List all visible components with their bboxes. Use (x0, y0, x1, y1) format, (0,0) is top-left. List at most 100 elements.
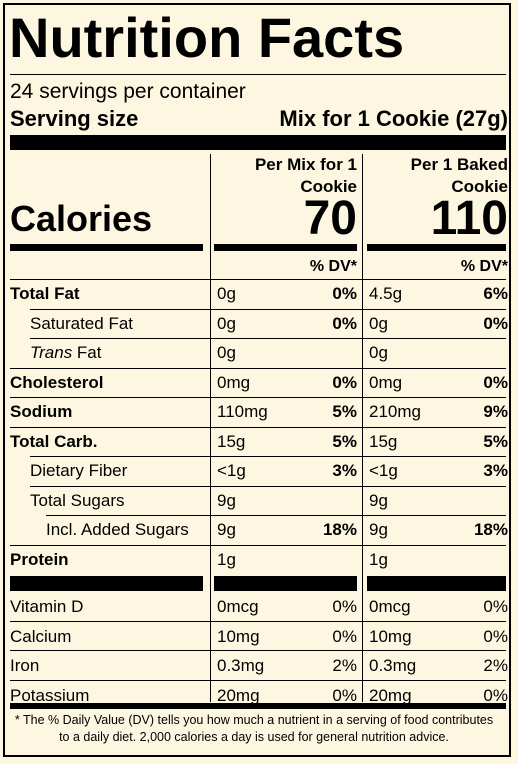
nutrient-name: Cholesterol (10, 373, 104, 393)
column-header-baked-line2: Cookie (451, 177, 508, 196)
nutrient-name-text: Sodium (10, 402, 73, 421)
mix-daily-value: 3% (332, 461, 357, 480)
nutrient-name: Dietary Fiber (30, 461, 127, 481)
mineral-mix-amount: 0mcg (217, 597, 259, 616)
calories-bar-baked (367, 244, 506, 251)
column-header-mix: Per Mix for 1 Cookie (255, 154, 357, 198)
mix-amount: <1g (217, 461, 246, 480)
mix-amount: 0g (217, 284, 236, 303)
baked-daily-value: 9% (483, 402, 508, 421)
mineral-baked-daily-value: 0% (483, 597, 508, 616)
baked-amount: 9g (369, 520, 388, 539)
row-divider (30, 485, 506, 487)
mineral-mix-amount: 20mg (217, 685, 260, 705)
row-divider (10, 397, 506, 398)
mineral-baked-amount: 20mg (369, 685, 412, 705)
mix-daily-value: 0% (332, 372, 357, 392)
baked-amount: 0g (369, 313, 388, 333)
servings-per-container: 24 servings per container (10, 80, 246, 103)
thick-divider (10, 135, 506, 150)
row-divider (10, 367, 506, 369)
nutrient-name-text: Protein (10, 549, 69, 569)
mix-amount: 9g (217, 490, 236, 510)
baked-daily-value: 0% (483, 372, 508, 392)
mineral-mix-daily-value: 0% (332, 626, 357, 646)
serving-size-label: Serving size (10, 106, 139, 131)
nutrient-name: Trans Fat (30, 343, 102, 363)
footnote-divider (10, 703, 506, 709)
mineral-mix-daily-value: 0% (332, 685, 357, 705)
nutrient-name-text: Cholesterol (10, 372, 104, 392)
calories-bar-mix (214, 244, 357, 251)
nutrient-name: Protein (10, 550, 69, 570)
baked-amount: 210mg (369, 402, 421, 421)
mineral-mix-amount: 10mg (217, 626, 260, 646)
column-header-baked: Per 1 Baked Cookie (411, 154, 508, 198)
nutrient-name-text: Total Carb. (10, 431, 98, 451)
mix-amount: 0g (217, 343, 236, 362)
calories-mix: 70 (303, 192, 357, 245)
baked-amount: 9g (369, 490, 388, 510)
row-divider (10, 279, 506, 280)
row-divider (10, 544, 506, 546)
baked-daily-value: 0% (483, 313, 508, 333)
nutrient-name-text: Dietary Fiber (30, 461, 128, 480)
mix-amount: 0mg (217, 372, 251, 392)
protein-divider-bar (214, 576, 357, 591)
row-divider (30, 338, 506, 339)
mineral-name: Potassium (10, 685, 90, 705)
mix-daily-value: 0% (332, 284, 357, 303)
column-header-mix-line2: Cookie (300, 177, 357, 196)
mineral-mix-amount: 0.3mg (217, 656, 265, 675)
mix-daily-value: 18% (322, 520, 357, 539)
mineral-baked-daily-value: 2% (483, 656, 508, 675)
nutrient-name-text: Fat (72, 343, 102, 362)
mix-amount: 1g (217, 549, 236, 569)
baked-daily-value: 18% (473, 520, 508, 539)
row-divider (30, 456, 506, 457)
row-divider (10, 679, 506, 681)
row-divider (10, 426, 506, 428)
mix-daily-value: 5% (332, 402, 357, 421)
mix-amount: 0g (217, 313, 236, 333)
mix-amount: 9g (217, 520, 236, 539)
nutrition-label (3, 3, 511, 757)
mineral-baked-amount: 0mcg (369, 597, 411, 616)
label-title: Nutrition Facts (9, 6, 405, 69)
mix-amount: 110mg (217, 402, 268, 421)
nutrient-name-text: Incl. Added Sugars (46, 520, 189, 539)
row-divider (10, 620, 506, 622)
nutrient-name-text: Total Fat (10, 284, 80, 303)
dv-header-baked: % DV* (460, 258, 508, 275)
baked-daily-value: 5% (483, 431, 508, 451)
calories-bar-left (10, 244, 203, 251)
column-header-mix-line1: Per Mix for 1 (254, 155, 357, 174)
mineral-baked-amount: 10mg (369, 626, 412, 646)
daily-value-footnote: * The % Daily Value (DV) tells you how m… (14, 713, 494, 744)
mineral-name: Vitamin D (10, 597, 84, 616)
baked-amount: 15g (369, 431, 398, 451)
mineral-baked-amount: 0.3mg (369, 656, 417, 675)
row-divider (46, 515, 506, 516)
title-rule (10, 74, 506, 75)
dv-header-mix: % DV* (309, 258, 357, 275)
column-header-baked-line1: Per 1 Baked (410, 155, 508, 174)
baked-amount: 0mg (369, 372, 403, 392)
mineral-mix-daily-value: 0% (332, 597, 357, 616)
mineral-baked-daily-value: 0% (483, 626, 508, 646)
baked-daily-value: 3% (483, 461, 508, 480)
baked-amount: 1g (369, 549, 388, 569)
nutrient-name-text: Total Sugars (30, 490, 125, 510)
column-separator-1 (210, 154, 211, 702)
nutrient-name: Total Sugars (30, 491, 125, 511)
nutrient-name: Incl. Added Sugars (46, 520, 189, 540)
mineral-mix-daily-value: 2% (332, 656, 357, 675)
nutrient-name: Sodium (10, 402, 72, 422)
calories-baked: 110 (430, 192, 508, 245)
baked-daily-value: 6% (483, 284, 508, 303)
row-divider (10, 650, 506, 651)
mineral-baked-daily-value: 0% (483, 685, 508, 705)
baked-amount: 4.5g (369, 284, 403, 303)
nutrient-name: Total Fat (10, 284, 80, 304)
baked-amount: <1g (369, 461, 398, 480)
